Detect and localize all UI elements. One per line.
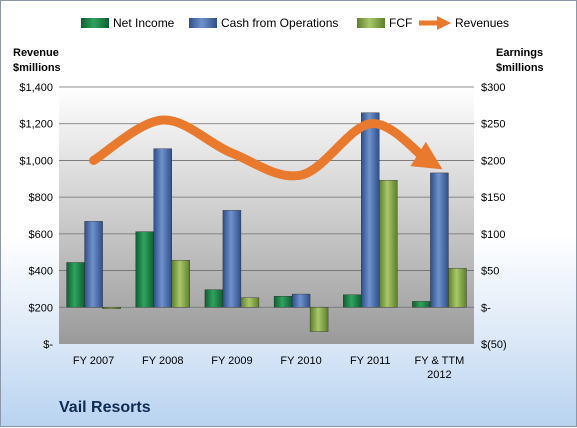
legend-label-net-income: Net Income xyxy=(113,16,175,30)
right-tick-label: $300 xyxy=(481,82,505,94)
legend-label-revenues: Revenues xyxy=(455,16,509,30)
right-tick-label: $50 xyxy=(481,266,499,278)
legend-label-cfo: Cash from Operations xyxy=(221,16,338,30)
right-tick-label: $250 xyxy=(481,119,505,131)
right-tick-label: $200 xyxy=(481,155,505,167)
gridlines xyxy=(59,86,474,308)
revenue-line-path xyxy=(89,115,443,181)
x-tick-label: FY 2009 xyxy=(211,355,252,367)
left-tick-label: $1,400 xyxy=(19,82,53,94)
legend: Net Income Cash from Operations FCF Reve… xyxy=(81,16,509,30)
right-tick-label: $- xyxy=(481,302,491,314)
left-tick-label: $600 xyxy=(29,229,53,241)
left-tick-label: $1,000 xyxy=(19,155,53,167)
net-income-bar xyxy=(412,301,431,308)
cfo-bar xyxy=(222,210,242,308)
x-tick-label: 2012 xyxy=(427,369,451,381)
left-tick-label: $1,200 xyxy=(19,119,53,131)
fcf-bar xyxy=(379,180,398,308)
bars xyxy=(66,112,467,332)
cfo-bar xyxy=(361,112,380,308)
left-tick-label: $800 xyxy=(29,192,53,204)
revenue-line xyxy=(89,115,443,181)
net-income-bar xyxy=(343,294,362,308)
right-axis-title-line1: Earnings xyxy=(496,47,543,59)
right-tick-label: $150 xyxy=(481,192,505,204)
x-tick-label: FY 2011 xyxy=(350,355,391,367)
fcf-bar xyxy=(309,307,329,332)
x-tick-label: FY & TTM xyxy=(415,355,465,367)
cfo-bar xyxy=(84,221,103,308)
legend-swatch-net-income xyxy=(81,18,109,28)
left-tick-label: $- xyxy=(43,339,53,351)
fcf-bar xyxy=(448,268,467,308)
company-name: Vail Resorts xyxy=(59,399,151,416)
right-axis-title-line2: $millions xyxy=(496,62,544,74)
fcf-bar xyxy=(171,260,190,308)
plot-area xyxy=(59,87,474,344)
legend-swatch-revenues xyxy=(419,16,451,30)
legend-swatch-fcf xyxy=(357,18,385,28)
x-tick-label: FY 2010 xyxy=(280,355,321,367)
tick-labels: $- $200 $400 $600 $800 $1,000 $1,200 $1,400 $(50… xyxy=(19,82,506,381)
cfo-bar xyxy=(291,293,311,308)
right-tick-label: $(50) xyxy=(481,339,507,351)
left-tick-label: $400 xyxy=(29,266,53,278)
cfo-bar xyxy=(153,148,172,308)
left-tick-label: $200 xyxy=(29,302,53,314)
left-axis-title-line2: $millions xyxy=(13,62,61,74)
x-tick-label: FY 2008 xyxy=(142,355,183,367)
legend-label-fcf: FCF xyxy=(389,16,412,30)
net-income-bar xyxy=(66,262,85,308)
legend-swatch-cfo xyxy=(189,18,217,28)
net-income-bar xyxy=(135,231,154,308)
net-income-bar xyxy=(204,289,224,308)
right-tick-label: $100 xyxy=(481,229,505,241)
left-axis-title-line1: Revenue xyxy=(13,47,59,59)
x-tick-label: FY 2007 xyxy=(73,355,114,367)
fcf-bar xyxy=(240,297,260,308)
fcf-bar xyxy=(102,307,121,309)
cfo-bar xyxy=(430,172,449,308)
net-income-bar xyxy=(273,296,293,308)
